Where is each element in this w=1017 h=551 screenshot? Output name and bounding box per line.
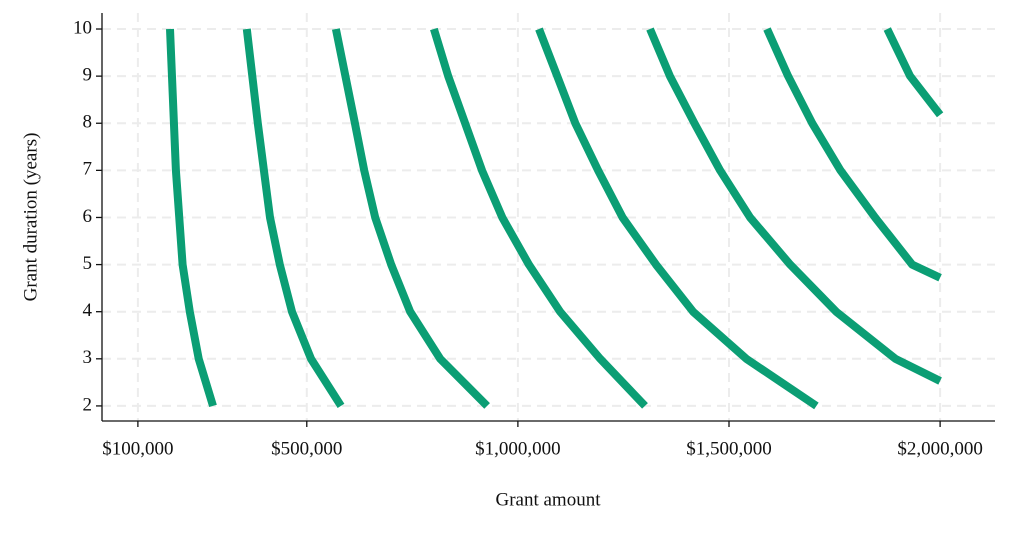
series-line — [430, 27, 648, 409]
y-tick-label: 2 — [83, 394, 93, 415]
y-axis-label: Grant duration (years) — [20, 133, 41, 302]
y-tick-label: 9 — [83, 64, 93, 85]
series-line — [646, 27, 942, 385]
y-tick-label: 5 — [83, 253, 93, 274]
y-tick-label: 10 — [73, 17, 92, 38]
x-axis-label: Grant amount — [495, 489, 601, 510]
x-tick-label: $1,500,000 — [686, 438, 772, 459]
series-line — [331, 28, 490, 409]
y-tick-label: 3 — [83, 347, 93, 368]
series-line — [242, 28, 345, 409]
x-tick-label: $2,000,000 — [897, 438, 983, 459]
series-line — [166, 28, 217, 408]
x-tick-label: $1,000,000 — [475, 438, 561, 459]
plot-area — [166, 27, 944, 410]
series-line — [535, 27, 819, 410]
x-tick-label: $100,000 — [102, 438, 173, 459]
y-tick-label: 4 — [83, 300, 93, 321]
y-tick-label: 7 — [83, 159, 93, 180]
y-tick-label: 8 — [83, 112, 93, 133]
y-tick-label: 6 — [83, 206, 93, 227]
x-tick-label: $500,000 — [271, 438, 342, 459]
series-line — [883, 27, 944, 118]
series-line — [763, 27, 942, 282]
grid — [102, 13, 995, 421]
